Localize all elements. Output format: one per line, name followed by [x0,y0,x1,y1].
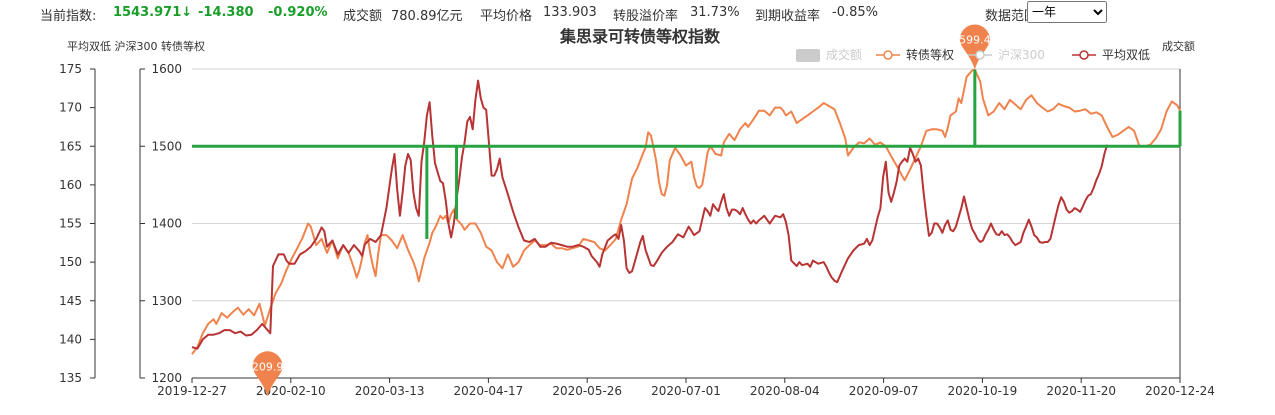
avg-price-value: 133.903 [543,5,597,20]
min-marker-pin [252,351,283,397]
legend-label: 沪深300 [998,48,1045,62]
data-range-select[interactable]: 一年 [1027,1,1107,23]
legend-swatch-dot [883,50,893,60]
outer-y-tick-label: 170 [59,101,82,115]
left-axis-name: 平均双低 沪深300 转债等权 [67,39,205,53]
x-tick-label: 2020-04-17 [454,384,524,398]
legend-swatch-dot [1079,50,1089,60]
legend-item[interactable]: 平均双低 [1072,48,1150,62]
reference-line-layer [192,69,1182,239]
avg-price-label: 平均价格 [480,9,533,24]
max-marker-pin [959,24,990,70]
min-marker-label: 1209.93 [245,360,291,373]
legend-swatch [796,49,820,62]
x-tick-label: 2020-09-07 [849,384,919,398]
outer-y-tick-label: 155 [59,217,82,231]
outer-y-tick-label: 135 [59,371,82,385]
index-change-value: -14.380 [198,5,254,20]
ytm-label: 到期收益率 [755,9,821,24]
avg-double-low-line [191,79,1109,350]
right-axis-name: 成交额 [1162,39,1195,53]
current-index-value: 1543.971↓ [113,5,193,20]
legend-item[interactable]: 成交额 [796,47,862,62]
inner-y-tick-label: 1300 [151,294,182,308]
inner-y-tick-label: 1400 [151,217,182,231]
chart-title: 集思录可转债等权指数 [559,27,721,46]
index-summary-bar: 当前指数: 1543.971↓ -14.380 -0.920% 成交额 780.… [0,0,1275,26]
series-layer [191,68,1181,355]
legend-label: 转债等权 [906,47,954,62]
x-tick-label: 2020-02-10 [256,384,326,398]
premium-rate-value: 31.73% [690,5,740,20]
legend-swatch-dot [975,50,985,60]
bond-equal-weight-line [191,68,1181,355]
premium-rate-label: 转股溢价率 [613,9,679,24]
outer-y-tick-label: 140 [59,332,82,346]
x-tick-label: 2020-12-24 [1145,384,1215,398]
x-tick-label: 2020-11-20 [1046,384,1116,398]
inner-y-tick-label: 1500 [151,139,182,153]
current-index-label: 当前指数: [40,9,97,24]
chart-legend: 成交额 转债等权 沪深300 平均双低 [796,47,1150,62]
grid-lines [192,68,1180,379]
x-tick-label: 2020-03-13 [355,384,425,398]
legend-label: 平均双低 [1102,48,1150,62]
marker-layer: 1209.93 1599.41 [245,24,998,397]
inner-y-tick-label: 1600 [151,62,182,76]
x-tick-label: 2020-10-19 [948,384,1018,398]
outer-y-tick-label: 150 [59,255,82,269]
outer-y-tick-label: 175 [59,62,82,76]
x-tick-label: 2020-05-26 [552,384,622,398]
legend-item[interactable]: 沪深300 [968,48,1045,62]
turnover-value: 780.89亿元 [391,9,463,24]
max-marker-label: 1599.41 [952,33,998,46]
outer-y-tick-label: 145 [59,294,82,308]
x-tick-label: 2019-12-27 [157,384,227,398]
legend-label: 成交额 [826,47,862,62]
index-change-percent: -0.920% [268,5,328,20]
ytm-value: -0.85% [832,5,878,20]
outer-y-tick-label: 165 [59,139,82,153]
legend-item[interactable]: 转债等权 [876,47,954,62]
chart-axes: 135 140 145 150 155 160 165 170 175 1200 1300 1400 1… [59,62,1215,398]
x-tick-label: 2020-08-04 [750,384,820,398]
x-tick-label: 2020-07-01 [651,384,721,398]
outer-y-tick-label: 160 [59,178,82,192]
inner-y-tick-label: 1200 [151,371,182,385]
turnover-label: 成交额 [343,9,383,24]
